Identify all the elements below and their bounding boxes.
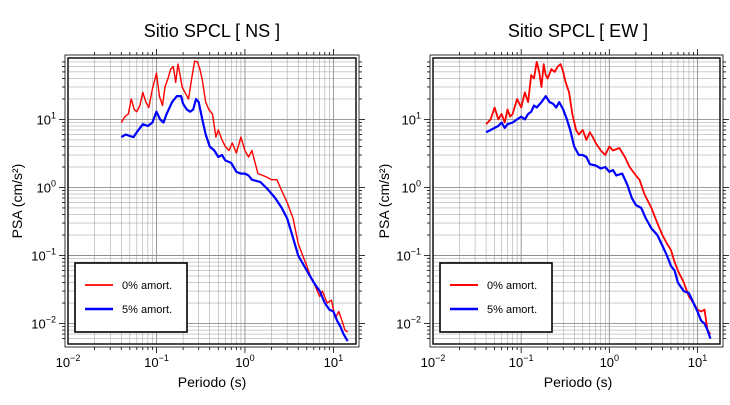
chart-0-frame — [67, 57, 357, 345]
chart-1-y-tick-label: 10−1 — [396, 246, 421, 263]
chart-0-legend-label-1: 5% amort. — [122, 304, 172, 316]
chart-0-x-tick-label: 10−1 — [144, 353, 169, 370]
chart-1-series-1 — [485, 95, 712, 339]
chart-1-y-tick-label: 101 — [402, 110, 421, 127]
chart-1-x-label: Periodo (s) — [544, 374, 612, 390]
chart-0-series-1 — [120, 95, 349, 342]
chart-1-x-tick-label: 10−2 — [421, 353, 446, 370]
chart-1-x-tick-label: 100 — [600, 353, 619, 370]
chart-0-y-tick-label: 101 — [37, 110, 56, 127]
panel-ew: 10−2 10−1 100 101 10−2 10−1 100 101 0% amort. 5% … — [376, 21, 729, 390]
chart-0-x-tick-label: 10−2 — [56, 353, 81, 370]
chart-1-x-tick-label: 101 — [688, 353, 707, 370]
chart-1-legend-label-0: 0% amort. — [487, 280, 537, 292]
chart-1-legend-label-1: 5% amort. — [487, 304, 537, 316]
chart-0-y-tick-label: 10−2 — [31, 315, 56, 332]
chart-0-x-tick-label: 100 — [235, 353, 254, 370]
chart-0-x-label: Periodo (s) — [178, 374, 246, 390]
panel-ns: 10−2 10−1 100 101 10−2 10−1 100 101 0% amort. 5% … — [9, 21, 365, 390]
chart-1-frame-outer — [429, 54, 724, 348]
chart-1-y-tick-label: 10−2 — [396, 315, 421, 332]
chart-1-legend — [439, 262, 553, 333]
chart-0-x-tick-label: 101 — [324, 353, 343, 370]
chart-0-series-0 — [120, 60, 349, 333]
chart-1-y-tick-label: 100 — [402, 178, 421, 195]
chart-0-frame-outer — [64, 54, 360, 348]
chart-0-y-label: PSA (cm/s²) — [9, 164, 25, 239]
chart-1-title: Sitio SPCL [ EW ] — [508, 21, 648, 41]
chart-1-x-tick-label: 10−1 — [509, 353, 534, 370]
chart-1-frame — [432, 57, 721, 345]
chart-1-series-0 — [485, 61, 712, 335]
chart-0-y-tick-label: 10−1 — [31, 246, 56, 263]
chart-0-y-tick-label: 100 — [37, 178, 56, 195]
chart-0-title: Sitio SPCL [ NS ] — [144, 21, 280, 41]
chart-1-y-label: PSA (cm/s²) — [376, 164, 392, 239]
chart-0-legend — [74, 262, 188, 333]
chart-0-legend-label-0: 0% amort. — [122, 280, 172, 292]
